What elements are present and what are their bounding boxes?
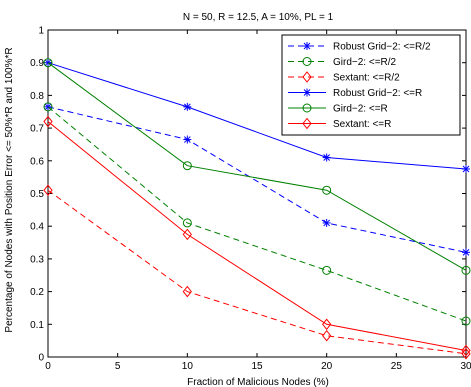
legend-label: Gird−2: <=R/2 <box>333 57 397 68</box>
data-point <box>461 344 471 357</box>
legend-box <box>281 34 461 136</box>
legend-label: Sextant: <=R/2 <box>333 73 400 84</box>
y-tick-label: 0.2 <box>30 287 44 298</box>
legend: Robust Grid−2: <=R/2 Gird−2: <=R/2 Sextant… <box>281 34 461 136</box>
data-point <box>461 265 471 275</box>
data-point <box>462 248 470 257</box>
y-tick-label: 0.3 <box>30 254 44 265</box>
data-point <box>183 102 192 111</box>
y-tick-label: 0.5 <box>30 189 44 200</box>
data-point <box>322 185 332 195</box>
y-tick-label: 0.1 <box>30 320 44 331</box>
data-point <box>322 265 332 275</box>
data-point <box>322 218 331 227</box>
data-point <box>182 161 192 171</box>
x-axis: 0 5 10 15 20 25 30 <box>45 30 471 372</box>
series-line <box>47 106 467 253</box>
legend-marker <box>302 103 312 113</box>
data-point <box>43 184 53 197</box>
legend-label: Sextant: <=R <box>333 119 391 130</box>
x-tick-label: 25 <box>391 361 403 372</box>
x-axis-label: Fraction of Malicious Nodes (%) <box>187 377 329 387</box>
y-tick-label: 0.9 <box>30 58 44 69</box>
x-tick-label: 20 <box>321 361 333 372</box>
data-point <box>322 153 331 162</box>
chart-title: N = 50, R = 12.5, A = 10%, PL = 1 <box>183 12 334 23</box>
data-point <box>43 58 53 68</box>
data-point <box>182 228 192 241</box>
legend-label: Robust Grid−2: <=R/2 <box>333 42 431 53</box>
legend-label: Gird−2: <=R <box>333 104 388 115</box>
series-line <box>47 189 467 355</box>
x-tick-label: 10 <box>182 361 194 372</box>
x-tick-label: 15 <box>251 361 263 372</box>
legend-marker <box>302 71 312 83</box>
series-line <box>47 62 467 271</box>
series-line <box>47 106 467 322</box>
series-1 <box>43 102 471 326</box>
legend-marker <box>302 117 312 130</box>
data-point <box>322 318 332 331</box>
series-line <box>47 121 467 351</box>
data-point <box>461 316 471 326</box>
y-axis: 0 0.1 0.2 0.3 0.4 0.5 0.6 0.7 0.8 0.9 1 <box>30 26 466 364</box>
series-line <box>47 62 467 170</box>
legend-entry: Robust Grid−2: <=R <box>288 88 422 99</box>
data-point <box>43 102 53 112</box>
series-layer <box>43 58 471 360</box>
legend-entry: Sextant: <=R <box>288 117 391 130</box>
series-5 <box>43 115 471 357</box>
legend-entry: Robust Grid−2: <=R/2 <box>288 42 431 53</box>
data-point <box>462 164 470 173</box>
y-tick-label: 0 <box>38 353 44 364</box>
series-3 <box>44 58 470 173</box>
legend-label: Robust Grid−2: <=R <box>333 88 422 99</box>
series-4 <box>43 58 471 275</box>
data-point <box>182 285 192 298</box>
data-point <box>43 115 53 128</box>
y-tick-label: 1 <box>38 26 44 37</box>
data-point <box>183 135 192 144</box>
x-tick-label: 0 <box>45 361 51 372</box>
legend-entry: Sextant: <=R/2 <box>288 71 400 84</box>
data-point <box>322 329 332 342</box>
legend-entry: Gird−2: <=R <box>288 103 388 115</box>
legend-entry: Gird−2: <=R/2 <box>288 57 397 68</box>
y-tick-label: 0.6 <box>30 156 44 167</box>
legend-marker <box>302 57 312 66</box>
data-point <box>182 218 192 228</box>
legend-marker <box>303 42 311 50</box>
y-tick-label: 0.8 <box>30 91 44 102</box>
y-tick-label: 0.7 <box>30 124 44 135</box>
x-tick-label: 5 <box>115 361 121 372</box>
x-tick-label: 30 <box>460 361 471 372</box>
y-axis-label: Percentage of Nodes with Position Error … <box>4 47 15 332</box>
y-tick-label: 0.4 <box>30 222 44 233</box>
legend-marker <box>303 88 311 97</box>
